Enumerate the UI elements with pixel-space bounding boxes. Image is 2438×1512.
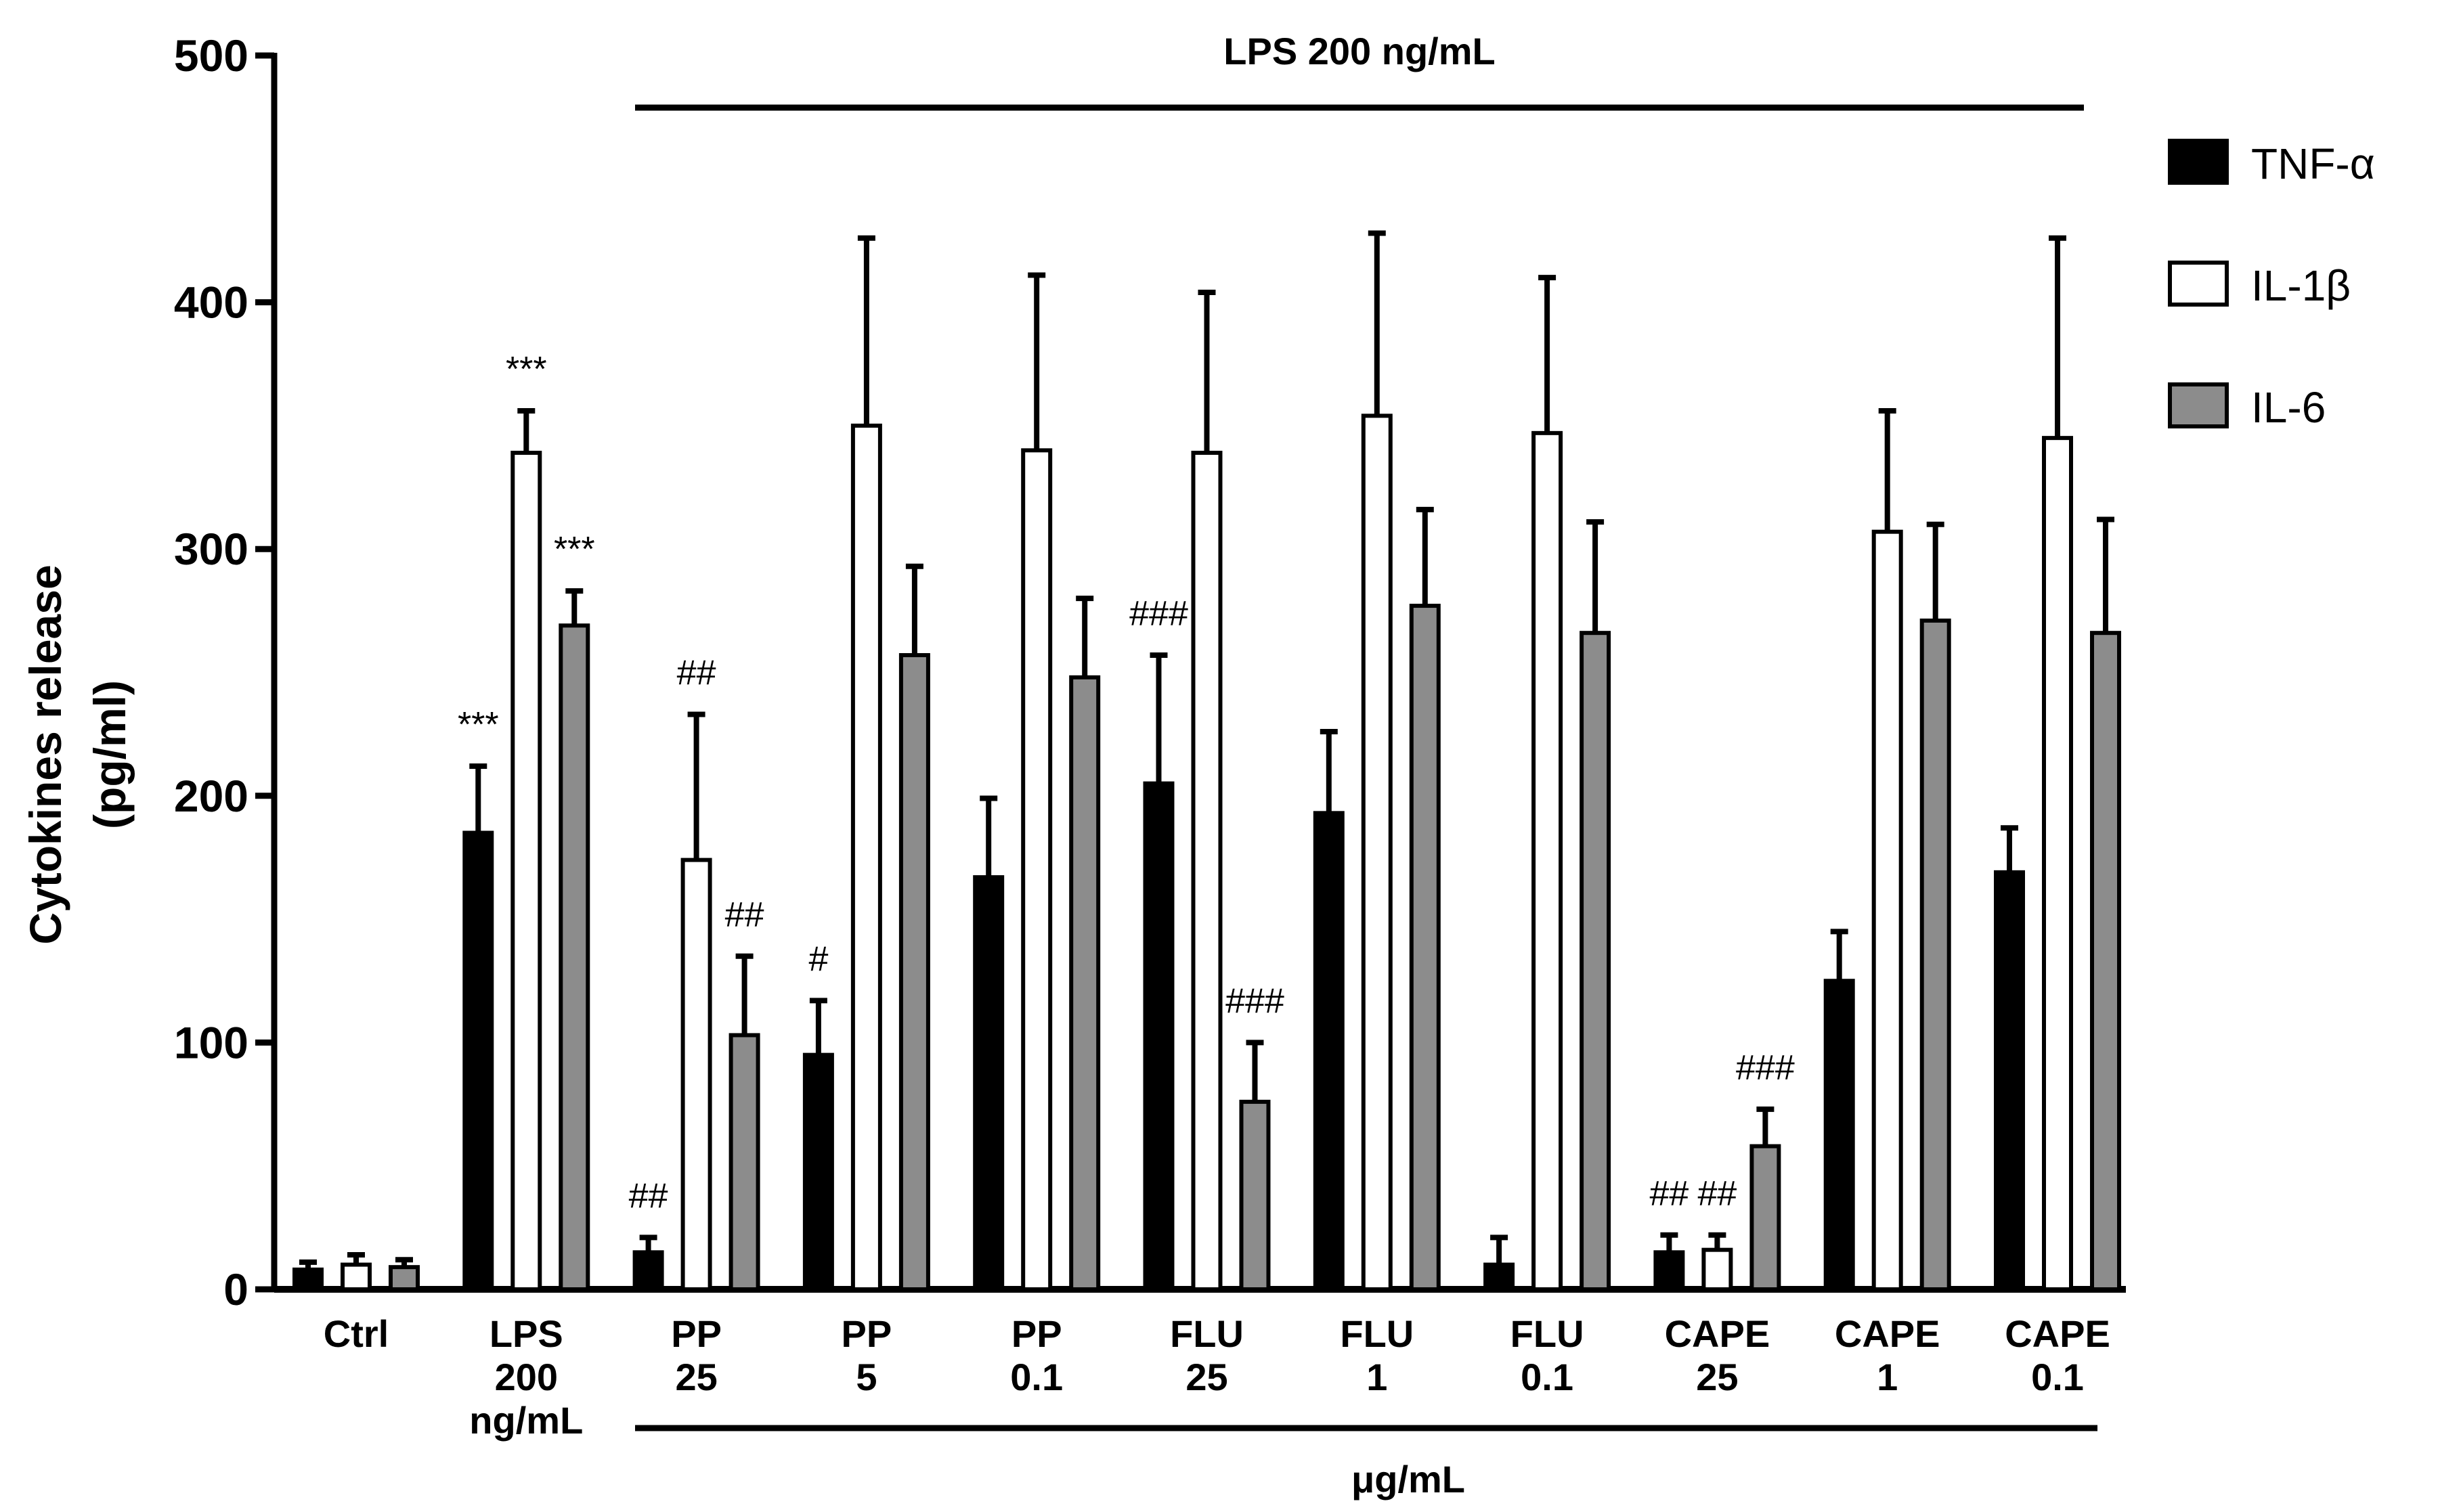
legend-label: IL-6 [2251, 383, 2326, 432]
category-label: 1 [1877, 1356, 1898, 1398]
significance-mark: ### [1225, 981, 1284, 1021]
category-label: PP [671, 1312, 722, 1355]
category-label: FLU [1340, 1312, 1414, 1355]
legend: TNF-α IL-1β IL-6 [2168, 139, 2375, 432]
category-label: 0.1 [1010, 1356, 1063, 1398]
bar [1871, 529, 1903, 1291]
legend-swatch [2168, 382, 2229, 428]
y-axis-title-line2: (pg/ml) [85, 680, 135, 829]
category-label: ng/mL [469, 1399, 583, 1442]
bar [1191, 451, 1223, 1291]
category-label: 200 [495, 1356, 558, 1398]
bar [1994, 870, 2025, 1292]
bar [1313, 811, 1345, 1291]
bars [292, 414, 2121, 1292]
category-label: CAPE [2005, 1312, 2110, 1355]
bar [1749, 1144, 1781, 1291]
significance-mark: ## [629, 1176, 668, 1216]
significance-mark: # [808, 939, 828, 979]
bar [1239, 1099, 1271, 1292]
bar [1531, 430, 1563, 1291]
significance-annotations: ***########***####***######## [458, 350, 1795, 1216]
category-labels: Ctrl LPS200ng/mLPP25PP5PP0.1FLU25FLU1FLU0… [324, 1312, 2110, 1442]
error-bars [299, 230, 2114, 1270]
significance-mark: ## [677, 653, 716, 692]
category-label: FLU [1170, 1312, 1244, 1355]
bar [680, 858, 712, 1291]
top-group-label: LPS 200 ng/mL [1223, 30, 1495, 72]
bar [1483, 1262, 1515, 1292]
category-label: FLU [1510, 1312, 1584, 1355]
category-label: 0.1 [1521, 1356, 1573, 1398]
significance-mark: *** [458, 705, 499, 744]
bar [1409, 604, 1441, 1291]
y-tick-label: 100 [174, 1017, 248, 1067]
bar [1580, 631, 1611, 1291]
significance-mark: ### [1736, 1048, 1795, 1088]
category-label: LPS [489, 1312, 563, 1355]
bar [292, 1267, 324, 1292]
bar [802, 1052, 834, 1291]
bar [559, 623, 590, 1291]
significance-mark: ## [725, 895, 764, 935]
legend-label: TNF-α [2251, 139, 2375, 188]
bar [462, 830, 494, 1291]
y-axis-title-line1: Cytokines release [20, 564, 70, 944]
category-label: 25 [1185, 1356, 1227, 1398]
bar [1701, 1247, 1733, 1291]
y-tick-label: 200 [174, 771, 248, 821]
bar [1069, 675, 1101, 1291]
bar [898, 652, 930, 1291]
legend-swatch [2168, 139, 2229, 185]
category-label: 25 [675, 1356, 717, 1398]
category-label: Ctrl [324, 1312, 389, 1355]
bar [2042, 436, 2073, 1291]
significance-mark: *** [554, 530, 595, 569]
bar [728, 1033, 760, 1292]
y-tick-label: 400 [174, 277, 248, 328]
significance-mark: ## [1649, 1174, 1689, 1214]
bottom-group-label: μg/mL [1351, 1458, 1465, 1500]
significance-mark: *** [506, 350, 547, 389]
category-label: 1 [1366, 1356, 1387, 1398]
bar [973, 875, 1005, 1292]
significance-mark: ## [1697, 1174, 1737, 1214]
significance-mark: ### [1129, 594, 1188, 633]
legend-swatch [2168, 261, 2229, 307]
category-label: 25 [1696, 1356, 1738, 1398]
bar [1823, 979, 1855, 1291]
bar [632, 1250, 664, 1292]
y-tick-label: 300 [174, 524, 248, 574]
bar [389, 1265, 420, 1292]
y-tick-label: 500 [174, 30, 248, 81]
bar [1361, 414, 1393, 1291]
bar [850, 423, 882, 1291]
category-label: PP [842, 1312, 892, 1355]
legend-label: IL-1β [2251, 261, 2351, 310]
category-label: 0.1 [2031, 1356, 2084, 1398]
bar [341, 1262, 372, 1292]
bar [1919, 618, 1951, 1291]
category-label: 5 [856, 1356, 877, 1398]
category-label: PP [1011, 1312, 1062, 1355]
bar [2090, 631, 2121, 1291]
bar [1653, 1250, 1685, 1292]
bar [1021, 448, 1053, 1291]
y-tick-label: 0 [223, 1264, 248, 1314]
bar [510, 451, 542, 1291]
category-label: CAPE [1835, 1312, 1940, 1355]
bar [1143, 781, 1175, 1291]
category-label: CAPE [1665, 1312, 1770, 1355]
